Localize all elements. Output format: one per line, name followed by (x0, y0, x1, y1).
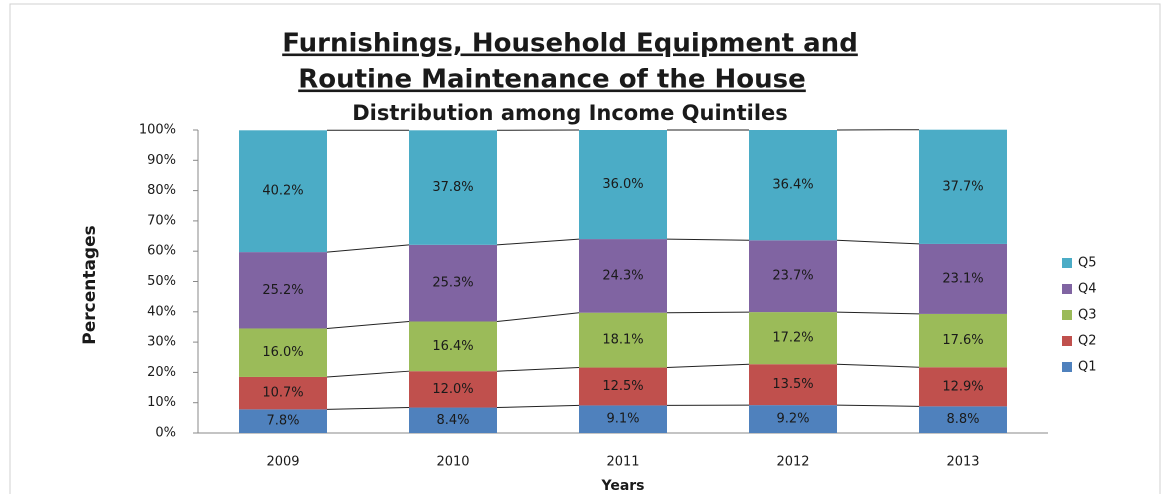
bar-segment (919, 243, 1007, 314)
x-tick-label: 2012 (776, 455, 809, 470)
series-line (666, 238, 750, 241)
bar-segment (579, 367, 667, 406)
data-label: 16.0% (262, 345, 303, 360)
x-tick-label: 2009 (266, 455, 299, 470)
x-tick-label: 2013 (946, 455, 979, 470)
series-line (326, 370, 410, 378)
bar-segment (409, 244, 497, 322)
y-tick-label: 100% (139, 123, 176, 138)
data-label: 16.4% (432, 339, 473, 354)
y-tick-label: 20% (147, 365, 176, 380)
data-label: 17.2% (772, 331, 813, 346)
data-label: 8.4% (436, 413, 469, 428)
data-label: 23.1% (942, 271, 983, 286)
legend-label: Q4 (1078, 282, 1097, 297)
chart-subtitle: Distribution among Income Quintiles (352, 101, 788, 125)
data-label: 9.2% (776, 412, 809, 427)
data-label: 18.1% (602, 333, 643, 348)
data-label: 25.2% (262, 283, 303, 298)
bar-segment (579, 130, 667, 240)
bar-segment (239, 376, 327, 410)
data-label: 7.8% (266, 414, 299, 429)
bar-segment (919, 313, 1007, 368)
chart-title: Routine Maintenance of the House (298, 65, 806, 95)
bar-segment (239, 409, 327, 433)
y-tick-label: 90% (147, 153, 176, 168)
y-tick-label: 40% (147, 304, 176, 319)
data-label: 37.8% (432, 180, 473, 195)
y-tick-label: 10% (147, 395, 176, 410)
bar-segment (749, 240, 837, 313)
bar-segment (749, 312, 837, 365)
bar-segment (579, 312, 667, 368)
y-tick-label: 80% (147, 183, 176, 198)
data-label: 17.6% (942, 333, 983, 348)
data-label: 40.2% (262, 184, 303, 199)
data-label: 24.3% (602, 268, 643, 283)
data-label: 25.3% (432, 276, 473, 291)
bar-segment (239, 328, 327, 377)
legend-swatch (1062, 284, 1072, 294)
legend-label: Q5 (1078, 256, 1097, 271)
legend-swatch (1062, 336, 1072, 346)
bar-segment (919, 406, 1007, 433)
data-label: 10.7% (262, 386, 303, 401)
x-tick-label: 2011 (606, 455, 639, 470)
x-tick-label: 2010 (436, 455, 469, 470)
data-label: 13.5% (772, 377, 813, 392)
data-label: 37.7% (942, 179, 983, 194)
bar-segment (239, 252, 327, 329)
bar-segment (749, 405, 837, 433)
bar-segment (409, 407, 497, 433)
x-axis-label: Years (600, 478, 644, 494)
bar-segment (239, 130, 327, 253)
y-tick-label: 50% (147, 274, 176, 289)
series-line (836, 311, 920, 315)
chart-title: Furnishings, Household Equipment and (282, 29, 858, 59)
data-label: 8.8% (946, 412, 979, 427)
bar-segment (749, 364, 837, 406)
bar-segment (409, 321, 497, 372)
chart-frame (9, 3, 1161, 494)
series-line (666, 363, 750, 369)
series-line (326, 407, 410, 410)
series-line (496, 367, 580, 372)
y-tick-label: 70% (147, 213, 176, 228)
series-line (326, 320, 410, 329)
bar-segment (919, 367, 1007, 407)
legend-swatch (1062, 310, 1072, 320)
series-line (666, 311, 750, 314)
data-label: 12.5% (602, 379, 643, 394)
legend-label: Q3 (1078, 308, 1097, 323)
series-line (496, 312, 580, 322)
y-tick-label: 0% (155, 426, 176, 441)
bar-segment (749, 130, 837, 241)
data-label: 36.0% (602, 177, 643, 192)
y-tick-label: 60% (147, 244, 176, 259)
data-label: 9.1% (606, 412, 639, 427)
bar-segment (409, 130, 497, 245)
bar-segment (579, 239, 667, 313)
legend-label: Q2 (1078, 334, 1097, 349)
bar-segment (919, 129, 1007, 244)
data-label: 36.4% (772, 178, 813, 193)
data-label: 23.7% (772, 269, 813, 284)
series-line (836, 239, 920, 245)
series-line (836, 404, 920, 407)
y-tick-label: 30% (147, 335, 176, 350)
y-axis-label: Percentages (80, 225, 100, 345)
legend-swatch (1062, 362, 1072, 372)
bar-segment (409, 371, 497, 408)
series-line (496, 238, 580, 246)
data-label: 12.0% (432, 382, 473, 397)
legend-label: Q1 (1078, 360, 1097, 375)
data-label: 12.9% (942, 379, 983, 394)
legend-swatch (1062, 258, 1072, 268)
series-line (836, 363, 920, 368)
bar-segment (579, 405, 667, 433)
series-line (326, 244, 410, 253)
series-line (496, 404, 580, 409)
